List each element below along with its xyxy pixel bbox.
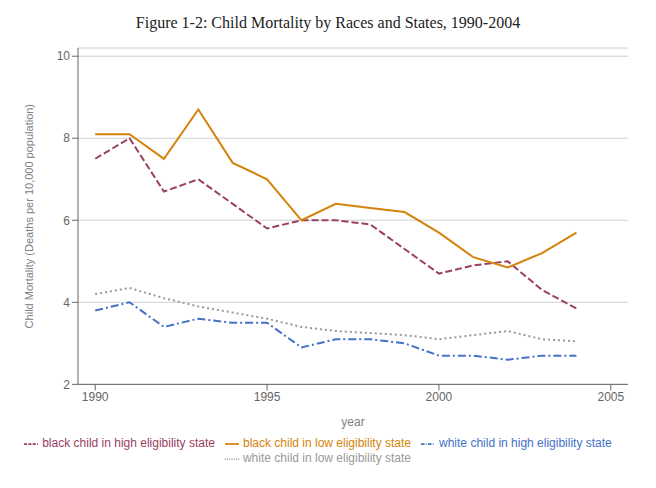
svg-text:4: 4	[63, 296, 70, 310]
svg-text:2: 2	[63, 378, 70, 392]
svg-text:year: year	[341, 415, 364, 429]
svg-text:2000: 2000	[426, 390, 453, 404]
svg-text:6: 6	[63, 214, 70, 228]
html-text:white child in low eligibility: white child in low eligibility state	[243, 451, 411, 466]
svg-text:2005: 2005	[597, 390, 624, 404]
svg-text:1995: 1995	[254, 390, 281, 404]
html-text:white child in high eligibilit: white child in high eligibility state	[439, 436, 612, 451]
svg-text:8: 8	[63, 131, 70, 145]
svg-text:1990: 1990	[82, 390, 109, 404]
svg-text:Child Mortality (Deaths per 10: Child Mortality (Deaths per 10,000 popul…	[23, 104, 35, 328]
html-text:Figure 1-2: Child Mortality by: Figure 1-2: Child Mortality by Races and…	[135, 14, 521, 31]
svg-text:10: 10	[57, 49, 71, 63]
html-text:black child in low eligibility: black child in low eligibility state	[243, 436, 411, 451]
html-text:black child in high eligibilit: black child in high eligibility state	[42, 436, 215, 451]
